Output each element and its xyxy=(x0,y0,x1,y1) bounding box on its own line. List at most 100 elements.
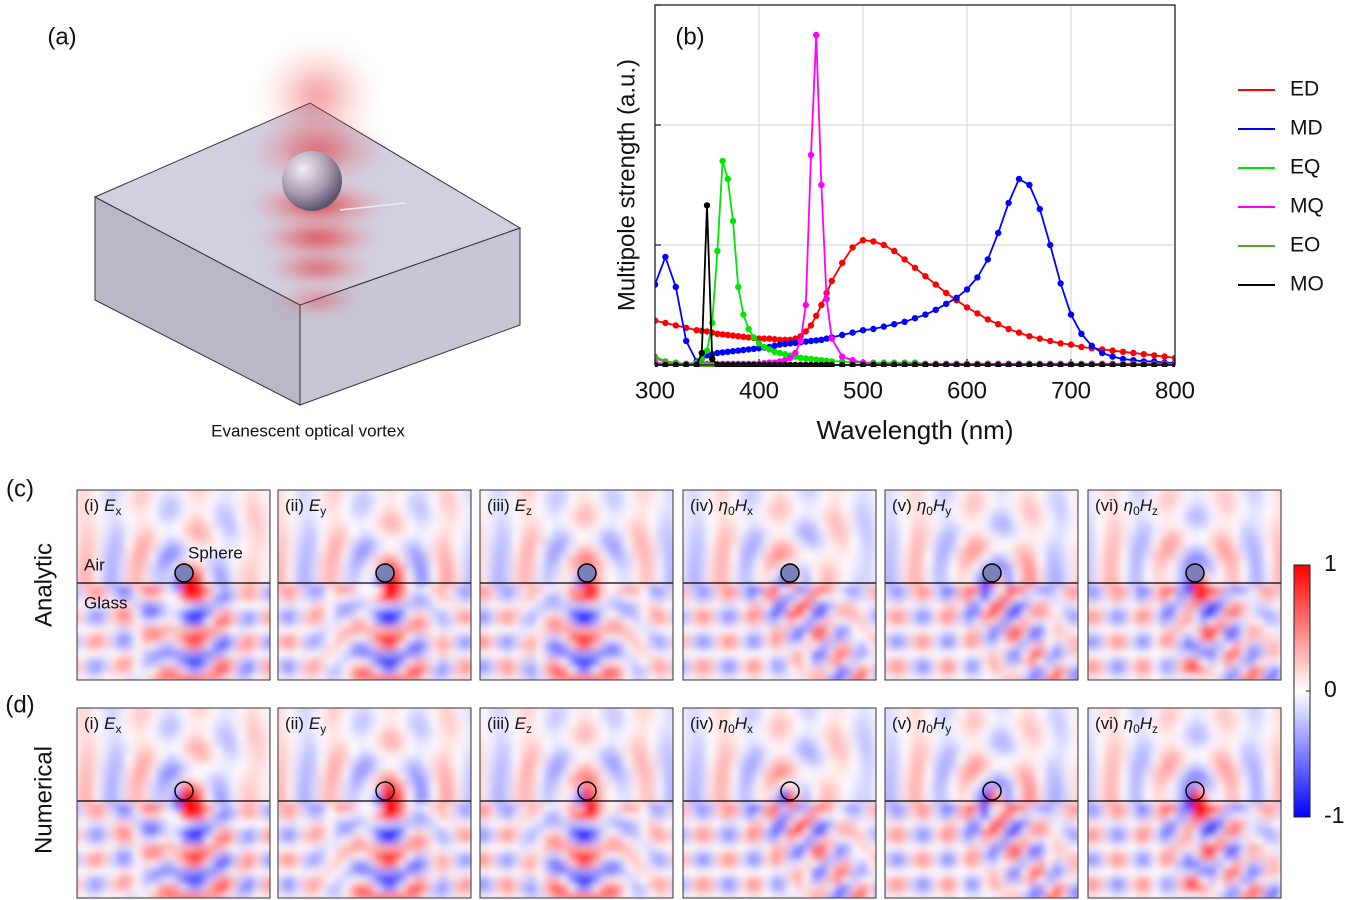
field-cell xyxy=(302,626,311,635)
x-tick-label: 600 xyxy=(947,377,987,404)
field-cell xyxy=(1160,538,1169,547)
field-cell xyxy=(771,594,780,603)
field-cell xyxy=(93,642,102,651)
field-cell xyxy=(382,674,391,683)
data-point xyxy=(1078,344,1084,350)
field-cell xyxy=(229,602,238,611)
field-cell xyxy=(747,490,756,499)
field-cell xyxy=(568,618,577,627)
field-cell xyxy=(237,732,246,741)
data-point xyxy=(1005,326,1011,332)
field-cell xyxy=(941,594,950,603)
field-cell xyxy=(624,490,633,499)
field-cell xyxy=(1192,490,1201,499)
field-cell xyxy=(819,530,828,539)
field-cell xyxy=(544,538,553,547)
field-cell xyxy=(454,626,463,635)
field-cell xyxy=(229,716,238,725)
field-cell xyxy=(221,724,230,733)
field-cell xyxy=(438,490,447,499)
field-cell xyxy=(723,586,732,595)
field-cell xyxy=(77,764,86,773)
field-cell xyxy=(949,674,958,683)
field-cell xyxy=(552,666,561,675)
field-cell xyxy=(1029,554,1038,563)
field-cell xyxy=(173,530,182,539)
field-cell xyxy=(925,658,934,667)
field-cell xyxy=(277,700,286,709)
field-cell xyxy=(859,634,868,643)
field-cell xyxy=(1208,602,1217,611)
field-cell xyxy=(877,482,886,491)
field-cell xyxy=(600,530,609,539)
field-cell xyxy=(472,570,481,579)
field-cell xyxy=(77,522,86,531)
field-cell xyxy=(326,642,335,651)
field-cell xyxy=(763,530,772,539)
field-cell xyxy=(683,594,692,603)
field-cell xyxy=(261,626,270,635)
field-cell xyxy=(1240,562,1249,571)
field-cell xyxy=(205,764,214,773)
field-cell xyxy=(1005,538,1014,547)
field-cell xyxy=(374,658,383,667)
field-cell xyxy=(253,732,262,741)
field-cell xyxy=(221,570,230,579)
field-cell xyxy=(909,674,918,683)
field-cell xyxy=(827,506,836,515)
field-cell xyxy=(1192,498,1201,507)
field-cell xyxy=(430,578,439,587)
field-cell xyxy=(117,562,126,571)
field-cell xyxy=(1069,482,1078,491)
field-cell xyxy=(504,626,513,635)
field-cell xyxy=(237,490,246,499)
field-cell xyxy=(576,674,585,683)
field-cell xyxy=(787,586,796,595)
field-cell xyxy=(600,514,609,523)
field-cell xyxy=(917,642,926,651)
field-cell xyxy=(229,634,238,643)
field-cell xyxy=(446,570,455,579)
field-cell xyxy=(1224,618,1233,627)
field-cell xyxy=(77,666,86,675)
field-cell xyxy=(536,594,545,603)
field-cell xyxy=(1272,498,1281,507)
field-cell xyxy=(795,530,804,539)
field-cell xyxy=(237,748,246,757)
field-cell xyxy=(197,610,206,619)
field-cell xyxy=(1112,634,1121,643)
field-cell xyxy=(965,530,974,539)
field-cell xyxy=(632,546,641,555)
field-cell xyxy=(189,764,198,773)
field-cell xyxy=(382,498,391,507)
field-cell xyxy=(997,674,1006,683)
field-cell xyxy=(1184,594,1193,603)
field-cell xyxy=(237,482,246,491)
field-cell xyxy=(827,658,836,667)
field-cell xyxy=(398,586,407,595)
data-point xyxy=(870,326,876,332)
field-cell xyxy=(568,578,577,587)
field-cell xyxy=(181,642,190,651)
field-cell xyxy=(278,578,287,587)
field-cell xyxy=(933,562,942,571)
field-cell xyxy=(683,674,692,683)
field-cell xyxy=(213,490,222,499)
field-cell xyxy=(109,740,118,749)
field-cell xyxy=(941,642,950,651)
field-cell xyxy=(157,682,166,691)
field-cell xyxy=(189,618,198,627)
field-cell xyxy=(843,658,852,667)
field-cell xyxy=(867,634,876,643)
field-cell xyxy=(261,594,270,603)
field-cell xyxy=(731,538,740,547)
field-cell xyxy=(1216,554,1225,563)
field-cell xyxy=(1168,482,1177,491)
field-cell xyxy=(85,764,94,773)
field-cell xyxy=(1216,530,1225,539)
field-cell xyxy=(640,650,649,659)
field-cell xyxy=(536,570,545,579)
field-cell xyxy=(205,658,214,667)
field-cell xyxy=(560,666,569,675)
field-cell xyxy=(925,570,934,579)
